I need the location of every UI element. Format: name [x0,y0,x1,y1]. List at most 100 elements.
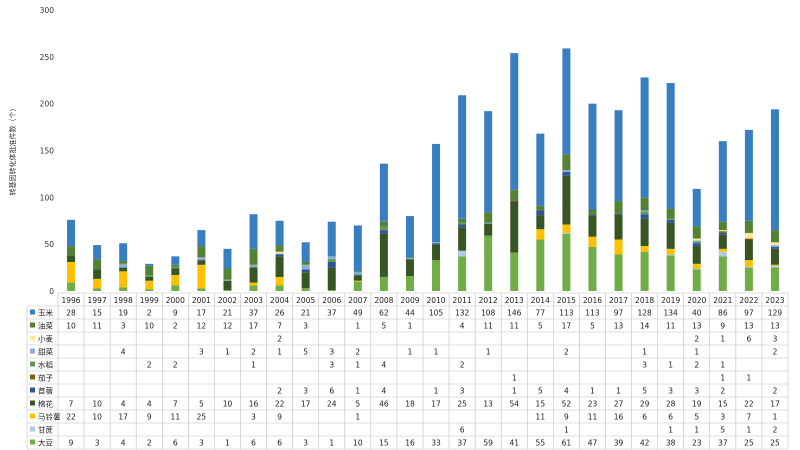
data-label: 59 [483,439,493,448]
bar-segment [666,255,675,291]
x-tick-label: 1998 [114,296,133,305]
bar-segment [692,240,701,242]
bar-segment [692,226,701,239]
data-label: 40 [692,309,702,318]
x-tick-label: 2000 [166,296,185,305]
legend-swatch [30,335,35,341]
data-label: 9 [564,413,569,422]
legend-label: 苜蓿 [38,386,53,396]
bar-segment [93,245,102,260]
legend-swatch [30,400,35,406]
data-label: 1 [694,348,699,357]
data-label: 2 [694,361,699,370]
bar-segment [718,248,727,252]
data-label: 17 [770,400,780,409]
data-label: 62 [379,309,389,318]
bar-segment [692,243,701,247]
data-label: 3 [303,387,308,396]
y-tick-label: 300 [40,6,55,15]
data-label: 23 [588,400,598,409]
data-label: 1 [329,439,334,448]
data-label: 10 [66,322,76,331]
bar-segment [536,239,545,291]
bar-segment [275,276,284,286]
bar-segment [275,251,284,254]
data-label: 2 [277,335,282,344]
data-label: 37 [718,439,728,448]
bar-segment [536,215,545,230]
x-tick-label: 1997 [88,296,107,305]
bar-segment [93,278,102,289]
y-tick-label: 250 [40,53,55,62]
bar-segment [353,281,362,291]
data-label: 5 [382,322,387,331]
bar-segment [666,83,675,209]
bar-segment [432,244,441,261]
bar-segment [692,188,701,227]
legend-label: 茄子 [38,373,53,383]
data-table: 1996 1997 1998 1999 2000 2001 2002 2003 2004 2005… [26,292,789,450]
bar-segment [67,219,76,247]
bar-segment [510,53,519,190]
data-label: 1 [408,348,413,357]
bar-segment [484,222,493,224]
bar-segment [275,254,284,257]
data-label: 97 [614,309,624,318]
bar-segment [405,258,414,260]
data-label: 22 [66,413,76,422]
bar-segment [275,220,284,246]
data-label: 2 [720,387,725,396]
data-label: 54 [509,400,519,409]
data-label: 7 [173,400,178,409]
legend-label: 水稻 [38,360,53,370]
data-label: 21 [301,309,311,318]
data-label: 1 [747,374,752,383]
bar-segment [171,285,180,291]
y-tick-label: 200 [40,100,55,109]
data-label: 17 [197,309,207,318]
bar-segment [718,231,727,232]
data-label: 3 [251,413,256,422]
bar-segment [119,267,128,272]
data-label: 108 [481,309,496,318]
data-label: 33 [431,439,441,448]
data-label: 24 [327,400,337,409]
bar-segment [458,224,467,228]
bar-segment [301,264,310,270]
bar-segment [249,266,258,268]
bar-segment [119,287,128,291]
data-label: 9 [173,309,178,318]
data-label: 3 [720,413,725,422]
bar-segment [301,261,310,265]
bar-segment [275,256,284,277]
bar-segment [614,239,623,255]
bar-segment [718,251,727,257]
legend-swatch [30,309,35,315]
data-label: 37 [249,309,259,318]
bar-segment [432,143,441,243]
bar-segment [119,263,128,268]
x-tick-label: 2012 [479,296,498,305]
legend-swatch [30,374,35,380]
data-label: 1 [408,322,413,331]
data-label: 5 [303,348,308,357]
data-label: 10 [92,400,102,409]
bar-segment [666,208,675,219]
bar-segment [119,243,128,262]
bar-segment [484,212,493,223]
bar-segment [171,275,180,286]
bar-segment [67,255,76,262]
data-label: 12 [223,322,233,331]
data-label: 3 [303,322,308,331]
data-label: 61 [562,439,572,448]
data-label: 2 [251,348,256,357]
data-label: 9 [147,413,152,422]
data-label: 6 [277,439,282,448]
bar-segment [353,275,362,277]
data-label: 28 [666,400,676,409]
data-label: 17 [562,322,572,331]
y-axis-label: 转基因转化体批准件数（个） [8,105,17,196]
bar-segment [223,290,232,291]
bar-segment [744,260,753,267]
legend-label: 棉花 [38,399,53,409]
